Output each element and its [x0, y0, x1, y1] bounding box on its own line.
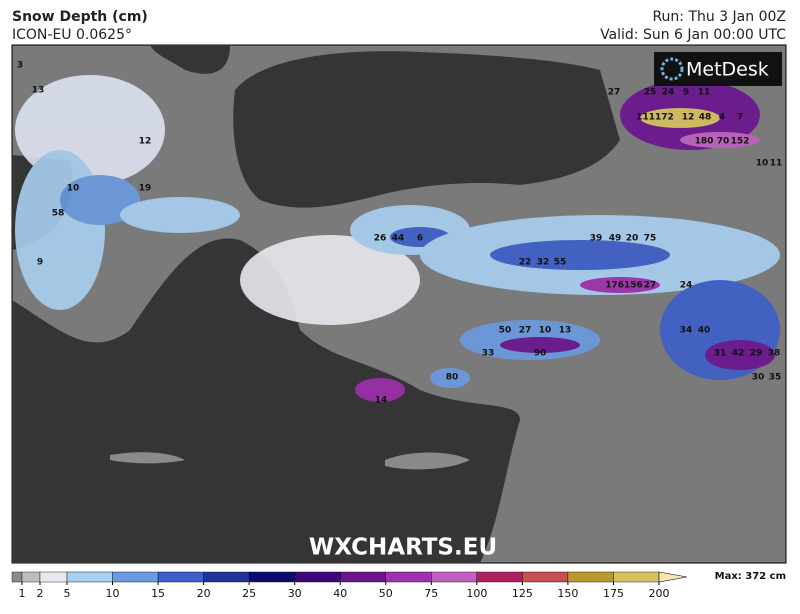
colorbar-segment [431, 571, 478, 583]
map-label: 20 [626, 234, 639, 244]
map-label: 6 [417, 234, 423, 244]
map-label: 12 [139, 137, 152, 147]
map-label: 31 [714, 349, 727, 359]
map: MetDesk WXCHARTS.EU [11, 44, 787, 564]
map-label: 7 [737, 113, 743, 123]
map-label: 55 [554, 258, 567, 268]
map-label: 32 [537, 258, 550, 268]
colorbar-tick-label: 150 [557, 587, 578, 600]
map-label: 38 [768, 349, 781, 359]
colorbar-segment [112, 571, 159, 583]
colorbar-tick-label: 30 [288, 587, 302, 600]
map-label: 26 [374, 234, 387, 244]
map-label: 27 [644, 281, 657, 291]
colorbar-segment [522, 571, 569, 583]
map-label: 180 [695, 137, 714, 147]
map-label: 40 [698, 326, 711, 336]
map-label: 19 [139, 184, 152, 194]
logo-box [654, 52, 782, 86]
map-label: 34 [680, 326, 693, 336]
map-label: 33 [482, 349, 495, 359]
colorbar-tick-label: 1 [19, 587, 26, 600]
map-label: 22 [519, 258, 532, 268]
colorbar-tick-label: 5 [64, 587, 71, 600]
colorbar-segment [385, 571, 432, 583]
colorbar-tick-label: 15 [151, 587, 165, 600]
map-label: 48 [699, 113, 712, 123]
colorbar-tick-label: 50 [379, 587, 393, 600]
max-label: Max: 372 cm [715, 571, 786, 582]
map-label: 12 [682, 113, 695, 123]
colorbar-tick-label: 200 [649, 587, 670, 600]
colorbar-segment [476, 571, 523, 583]
map-label: 35 [769, 373, 782, 383]
colorbar-segment [294, 571, 341, 583]
watermark: WXCHARTS.EU [309, 535, 497, 561]
colorbar-tick-label: 20 [197, 587, 211, 600]
valid-time: Valid: Sun 6 Jan 00:00 UTC [600, 27, 786, 43]
map-label: 9 [37, 258, 43, 268]
map-label: 111172 [636, 113, 674, 123]
map-label: 39 [590, 234, 603, 244]
colorbar-segment [21, 571, 41, 583]
colorbar-segment [248, 571, 295, 583]
map-label: 42 [732, 349, 745, 359]
map-label: 11 [698, 88, 711, 98]
run-time: Run: Thu 3 Jan 00Z [652, 9, 786, 25]
colorbar-segment [340, 571, 386, 583]
map-label: 27 [519, 326, 532, 336]
colorbar-tick-label: 75 [424, 587, 438, 600]
map-label: 10 [756, 159, 769, 169]
map-label: 49 [609, 234, 622, 244]
map-label: 70 [717, 137, 730, 147]
map-label: 25 [644, 88, 657, 98]
map-label: 58 [52, 209, 65, 219]
title: Snow Depth (cm) [12, 9, 148, 25]
map-label: 4 [719, 113, 725, 123]
map-label: 75 [644, 234, 657, 244]
colorbar-tick-label: 175 [603, 587, 624, 600]
map-label: 29 [750, 349, 763, 359]
map-label: 176156 [605, 281, 643, 291]
colorbar-arrow [658, 571, 688, 583]
map-label: 80 [446, 373, 459, 383]
map-label: 27 [608, 88, 621, 98]
map-label: 50 [499, 326, 512, 336]
map-label: 13 [32, 86, 45, 96]
model: ICON-EU 0.0625° [12, 27, 132, 43]
map-label: 10 [67, 184, 80, 194]
map-label: 30 [752, 373, 765, 383]
colorbar-tick-label: 125 [512, 587, 533, 600]
map-label: 90 [534, 349, 547, 359]
colorbar: 1 2 5 10 15 20 25 30 40 50 75 100 125 150 175 200 [11, 571, 688, 600]
map-label: 44 [392, 234, 405, 244]
map-label: 9 [683, 88, 689, 98]
map-label: 11 [770, 159, 783, 169]
colorbar-segment [567, 571, 614, 583]
map-label: 10 [539, 326, 552, 336]
colorbar-tick-label: 40 [333, 587, 347, 600]
map-label: 3 [17, 61, 23, 71]
colorbar-segment [66, 571, 113, 583]
colorbar-tick-label: 100 [466, 587, 487, 600]
colorbar-segment [157, 571, 204, 583]
colorbar-tick-label: 25 [242, 587, 256, 600]
colorbar-segment [39, 571, 68, 583]
map-label: 13 [559, 326, 572, 336]
map-label: 24 [662, 88, 675, 98]
map-label: 24 [680, 281, 693, 291]
colorbar-tick-label: 10 [106, 587, 120, 600]
colorbar-segment [203, 571, 250, 583]
colorbar-tick-label: 2 [37, 587, 44, 600]
logo: MetDesk [686, 59, 769, 81]
colorbar-segment [613, 571, 660, 583]
map-label: 152 [731, 137, 750, 147]
map-label: 14 [375, 396, 388, 406]
colorbar-segment [11, 571, 23, 583]
